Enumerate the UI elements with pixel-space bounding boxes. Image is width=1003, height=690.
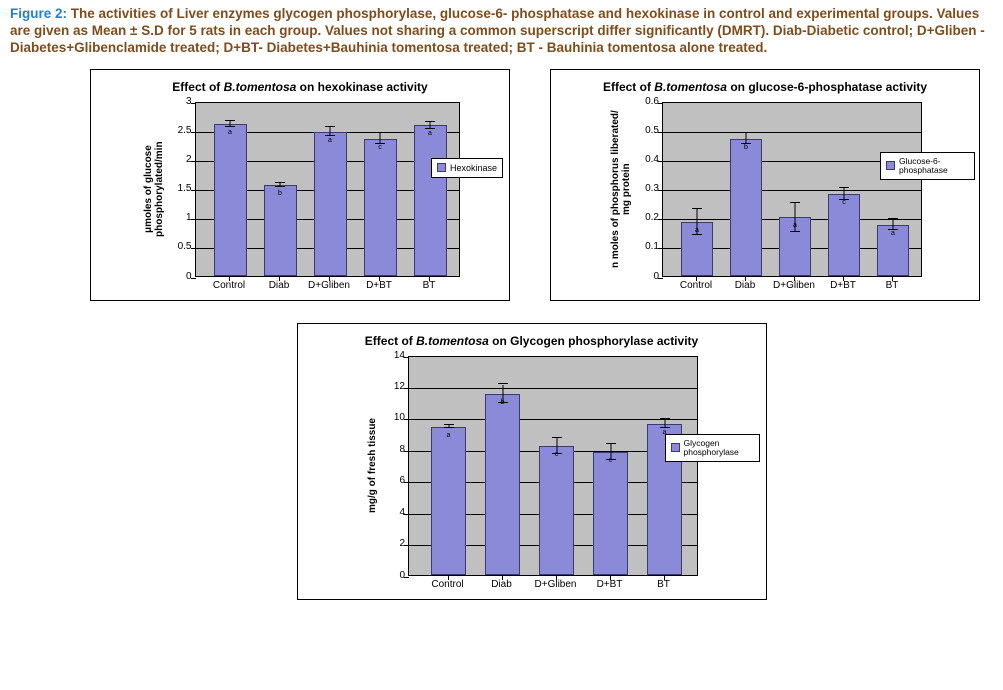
figure-caption: Figure 2: The activities of Liver enzyme…: [10, 6, 993, 57]
plot-area: abaca: [662, 102, 922, 277]
x-ticks: Control Diab D+Gliben D+BT BT: [408, 576, 698, 594]
chart-body: mg/g of fresh tissue02468101214abcca: [365, 356, 698, 576]
legend-label: Glycogen phosphorylase: [684, 439, 754, 458]
x-tick-label: D+Gliben: [308, 280, 350, 291]
y-axis-label: n moles of phosphorus liberated/ mg prot…: [608, 102, 634, 277]
bar-superscript: a: [447, 432, 451, 439]
chart-body: μmoles of glucose phosphorylated/min00.5…: [141, 102, 460, 277]
y-tick-label: 0: [186, 272, 192, 282]
x-tick-label: D+BT: [830, 280, 856, 291]
y-tick-label: 0.6: [645, 97, 659, 107]
x-tick-label: BT: [423, 280, 436, 291]
bar-superscript: c: [378, 144, 382, 151]
x-tick-label: BT: [886, 280, 899, 291]
x-tick-label: Control: [680, 280, 712, 291]
bar: c: [593, 452, 628, 575]
x-tick-label: D+BT: [597, 579, 623, 590]
y-tick-label: 0.3: [645, 184, 659, 194]
x-tick-label: Diab: [735, 280, 756, 291]
chart-hexokinase: Effect of B.tomentosa on hexokinase acti…: [90, 69, 510, 301]
charts-top-row: Effect of B.tomentosa on hexokinase acti…: [90, 69, 993, 301]
chart-title: Effect of B.tomentosa on hexokinase acti…: [172, 80, 427, 94]
bar: c: [539, 446, 574, 575]
legend-label: Glucose-6-phosphatase: [899, 157, 969, 176]
x-tick-label: D+Gliben: [535, 579, 577, 590]
x-tick-label: Control: [213, 280, 245, 291]
bar-superscript: c: [842, 199, 846, 206]
figure-caption-text: The activities of Liver enzymes glycogen…: [10, 6, 985, 55]
y-ticks: 00.10.20.30.40.50.6: [634, 102, 662, 277]
plot-area: a b a c a: [195, 102, 460, 277]
charts-bottom-row: Effect of B.tomentosa on Glycogen phosph…: [10, 323, 993, 600]
bar-superscript: b: [278, 190, 282, 197]
x-tick-label: D+BT: [366, 280, 392, 291]
legend: Hexokinase: [431, 158, 503, 178]
y-tick-label: 0.2: [645, 213, 659, 223]
bars-group: abaca: [663, 103, 921, 276]
x-tick-label: D+Gliben: [773, 280, 815, 291]
bar-superscript: a: [428, 130, 432, 137]
y-tick-label: 0.4: [645, 155, 659, 165]
y-tick-label: 0: [653, 272, 659, 282]
y-tick-label: 3: [186, 97, 192, 107]
bar: c: [828, 194, 860, 276]
y-axis-label: mg/g of fresh tissue: [365, 418, 380, 513]
y-tick-label: 0.1: [645, 242, 659, 252]
bar: b: [730, 139, 762, 276]
bar: b: [264, 185, 297, 275]
chart-title: Effect of B.tomentosa on Glycogen phosph…: [365, 334, 698, 348]
bar: a: [414, 125, 447, 276]
y-tick-label: 1.5: [178, 184, 192, 194]
bar: c: [364, 139, 397, 276]
legend-swatch: [671, 443, 680, 452]
y-tick-label: 0.5: [178, 242, 192, 252]
x-ticks: Control Diab D+Gliben D+BT BT: [662, 277, 922, 295]
x-tick-label: Diab: [491, 579, 512, 590]
bar: a: [214, 124, 247, 276]
legend-label: Hexokinase: [450, 163, 497, 173]
legend-swatch: [437, 163, 446, 172]
legend: Glycogen phosphorylase: [665, 434, 760, 463]
y-tick-label: 0: [399, 571, 405, 581]
bar-superscript: b: [744, 144, 748, 151]
bars-group: abcca: [409, 357, 697, 575]
x-tick-label: Diab: [269, 280, 290, 291]
chart-glycogen-phosphorylase: Effect of B.tomentosa on Glycogen phosph…: [297, 323, 767, 600]
chart-body: n moles of phosphorus liberated/ mg prot…: [608, 102, 922, 277]
chart-glucose-6-phosphatase: Effect of B.tomentosa on glucose-6-phosp…: [550, 69, 980, 301]
y-ticks: 00.511.522.53: [167, 102, 195, 277]
bar-superscript: a: [228, 129, 232, 136]
figure-page: Figure 2: The activities of Liver enzyme…: [0, 0, 1003, 610]
y-axis-label: μmoles of glucose phosphorylated/min: [141, 102, 167, 277]
x-tick-label: Control: [431, 579, 463, 590]
legend-swatch: [886, 161, 895, 170]
bar: a: [314, 132, 347, 276]
legend: Glucose-6-phosphatase: [880, 152, 975, 181]
bar-superscript: a: [891, 230, 895, 237]
x-ticks: Control Diab D+Gliben D+BT BT: [195, 277, 460, 295]
bar: a: [877, 225, 909, 276]
bar: a: [431, 427, 466, 575]
bar-superscript: a: [328, 137, 332, 144]
bar: b: [485, 394, 520, 575]
chart-title: Effect of B.tomentosa on glucose-6-phosp…: [603, 80, 927, 94]
y-tick-label: 0.5: [645, 126, 659, 136]
x-tick-label: BT: [657, 579, 670, 590]
figure-label: Figure 2:: [10, 6, 71, 21]
plot-area: abcca: [408, 356, 698, 576]
y-tick-label: 2.5: [178, 126, 192, 136]
y-tick-label: 14: [394, 351, 405, 361]
bars-group: a b a c a: [196, 103, 459, 276]
